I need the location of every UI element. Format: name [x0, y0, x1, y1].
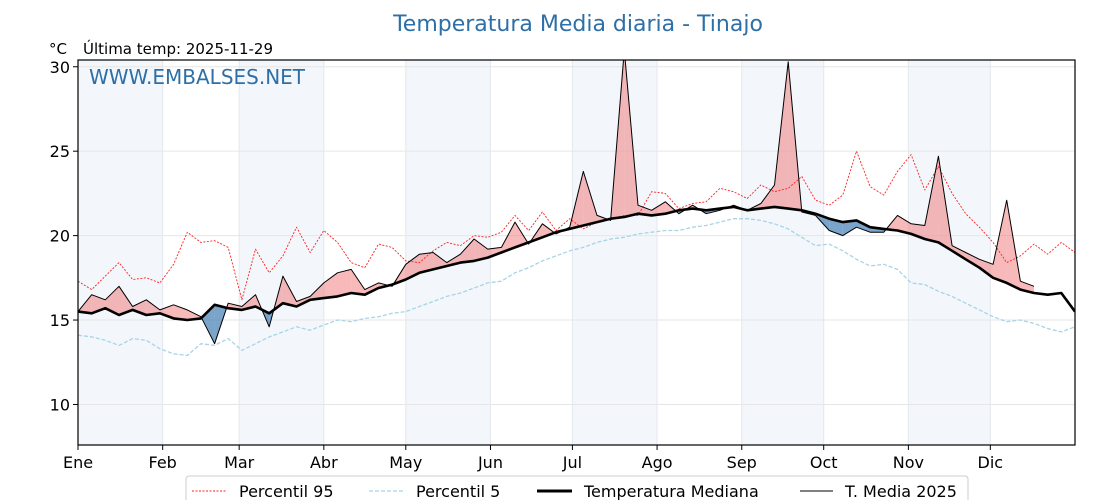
anomaly-fills	[78, 60, 1035, 344]
x-tick-label: Dic	[978, 453, 1004, 472]
y-tick-label: 15	[50, 311, 70, 330]
x-tick-label: Jun	[477, 453, 503, 472]
fill-above-median	[515, 222, 528, 248]
fill-above-median	[924, 156, 939, 243]
fill-above-median	[624, 60, 638, 218]
x-axis: Ene Feb Mar Abr May Jun Jul Ago Sep Oct Nov Dic	[63, 445, 1003, 472]
x-tick-label: May	[389, 453, 422, 472]
fill-above-median	[323, 272, 338, 299]
fill-above-median	[146, 299, 160, 315]
fill-above-median	[351, 269, 365, 295]
series-line-p95	[78, 150, 1075, 301]
y-tick-label: 10	[50, 395, 70, 414]
x-tick-label: Abr	[310, 453, 338, 472]
watermark: WWW.EMBALSES.NET	[89, 65, 306, 89]
x-tick-label: Oct	[810, 453, 838, 472]
legend-box	[185, 475, 969, 500]
x-tick-label: Jul	[562, 453, 582, 472]
legend-label-p5: Percentil 5	[416, 482, 500, 500]
fill-above-median	[583, 171, 597, 226]
fill-above-median	[282, 276, 297, 307]
fill-above-median	[105, 286, 119, 315]
month-bands	[78, 60, 991, 445]
fill-above-median	[979, 259, 994, 278]
fill-above-median	[310, 282, 324, 300]
y-axis: 10 15 20 25 30	[50, 58, 78, 414]
month-band	[572, 60, 658, 445]
fill-below-median	[842, 220, 857, 236]
y-tick-label: 30	[50, 58, 70, 77]
fill-above-median	[501, 222, 516, 253]
unit-label: °C	[49, 40, 67, 58]
fill-above-median	[433, 252, 447, 270]
series-line-2025	[78, 60, 1035, 345]
x-tick-label: Ago	[642, 453, 673, 472]
fill-above-median	[118, 286, 133, 315]
legend-label-median: Temperatura Mediana	[583, 482, 759, 500]
month-band	[239, 60, 324, 445]
fill-above-median	[651, 201, 666, 216]
legend-label-2025: T. Media 2025	[844, 482, 957, 500]
fill-above-median	[897, 215, 912, 234]
fill-above-median	[159, 304, 174, 319]
x-tick-label: Nov	[893, 453, 924, 472]
y-tick-label: 25	[50, 142, 70, 161]
fill-above-median	[337, 269, 352, 297]
x-tick-label: Ene	[63, 453, 93, 472]
x-tick-label: Sep	[727, 453, 757, 472]
fill-above-median	[965, 252, 980, 268]
legend-label-p95: Percentil 95	[239, 482, 334, 500]
series-line-p5	[78, 218, 1075, 357]
month-band	[78, 60, 163, 445]
fill-above-median	[993, 200, 1007, 283]
series-lines	[78, 60, 1075, 357]
fill-above-median	[419, 252, 434, 273]
series-line-median	[78, 205, 1075, 322]
last-temp-label: Última temp: 2025-11-29	[83, 39, 273, 58]
y-tick-label: 20	[50, 227, 70, 246]
fill-above-median	[774, 61, 789, 209]
x-tick-label: Mar	[224, 453, 255, 472]
fill-above-median	[460, 238, 475, 263]
chart-title: Temperatura Media diaria - Tinajo	[392, 12, 763, 37]
fill-above-median	[760, 184, 775, 209]
month-band	[908, 60, 991, 445]
legend: Percentil 95 Percentil 5 Temperatura Med…	[185, 475, 969, 500]
x-tick-label: Feb	[149, 453, 177, 472]
fill-above-median	[474, 238, 488, 261]
plot-frame	[77, 59, 1076, 446]
